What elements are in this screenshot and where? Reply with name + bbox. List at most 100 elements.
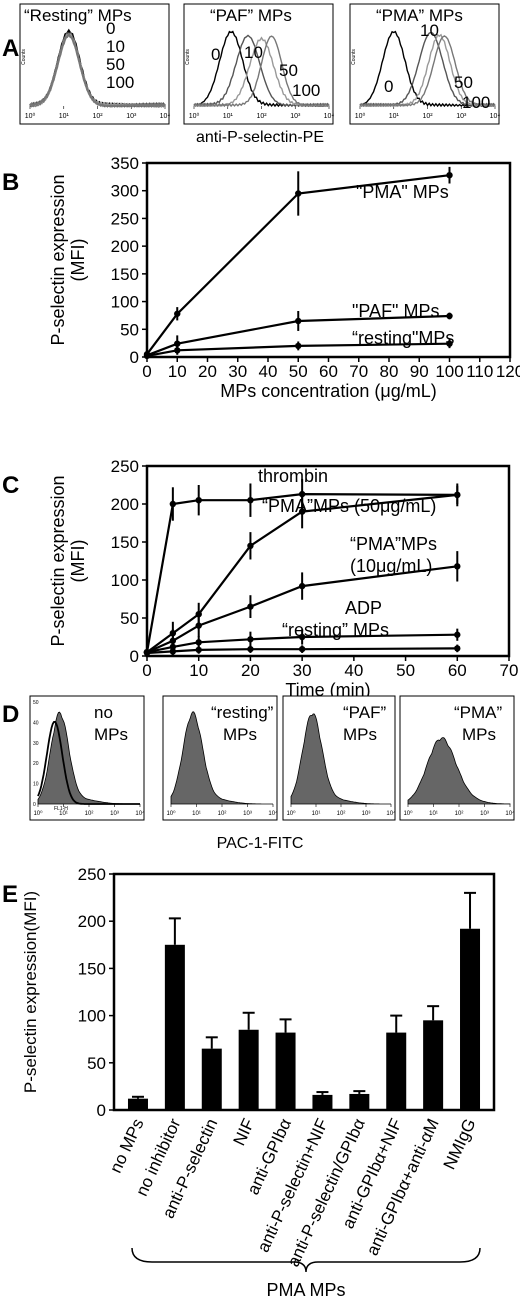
subpanel-title-d: “PMA” (454, 703, 503, 722)
data-point (298, 633, 306, 641)
x-tick-label-a: 10² (92, 113, 103, 120)
subpanel-title-a: “Resting” MPs (24, 6, 132, 25)
series-line (146, 314, 450, 357)
y-tick-label: 300 (111, 182, 139, 201)
category-label: no MPs (106, 1116, 148, 1176)
series-label-a: 50 (454, 73, 473, 92)
y-tick-label-e: 250 (78, 865, 106, 884)
series-line (146, 174, 450, 355)
histogram-a-curve-4 (193, 35, 330, 108)
x-tick-label: 40 (344, 661, 363, 680)
series-name-label: “resting” MPs (282, 620, 389, 640)
series-label-a: 0 (106, 19, 115, 38)
panel-label-d: D (2, 701, 19, 728)
bar (275, 1032, 296, 1110)
x-tick-label: 120 (496, 362, 520, 381)
data-point (195, 497, 202, 504)
series-2: “PMA”MPs (50μg/mL) (143, 483, 461, 656)
y-axis-title: P-selectin expression (48, 475, 68, 646)
x-tick-label-d: 10⁰ (286, 810, 296, 817)
series-name-label: "PMA" MPs (356, 182, 449, 202)
y-tick-label-e: 0 (97, 1101, 106, 1120)
category-label: NMIgG (440, 1116, 480, 1173)
x-tick-label: 0 (142, 661, 151, 680)
y-tick-label-d: 10 (33, 782, 39, 788)
data-point (143, 649, 151, 657)
x-tick-label-a: 10⁴ (160, 113, 171, 120)
data-point (247, 645, 254, 653)
data-point (247, 497, 254, 504)
y-tick-label: 100 (111, 293, 139, 312)
y-tick-label: 0 (130, 348, 139, 367)
y-axis-label-a: Counts (21, 49, 27, 65)
series-label-a: 100 (292, 81, 320, 100)
y-tick-label-d: 30 (33, 741, 39, 747)
series-label-a: 0 (384, 77, 393, 96)
x-tick-label-a: 10¹ (59, 113, 70, 120)
data-point (195, 622, 202, 629)
series-5: “resting” MPs (143, 620, 461, 657)
series-1: "PMA" MPs (143, 166, 453, 358)
x-axis-title-d: PAC-1-FITC (217, 835, 304, 852)
data-point (174, 340, 181, 347)
x-tick-label-d: 10⁴ (505, 810, 515, 817)
x-tick-label: 70 (500, 661, 519, 680)
panel-label-e: E (2, 881, 18, 908)
x-tick-label: 40 (259, 362, 278, 381)
x-tick-label: 60 (319, 362, 338, 381)
x-tick-label-d: 10² (337, 811, 346, 817)
series-label-a: 100 (106, 73, 134, 92)
y-tick-label: 50 (120, 609, 139, 628)
x-tick-label-d: 10³ (362, 811, 371, 817)
x-axis-title: Time (min) (285, 680, 370, 700)
y-axis-title: P-selectin expression (48, 174, 68, 345)
series-3: “PMA”MPs(10μg/mL) (143, 534, 461, 656)
data-point (295, 317, 302, 325)
x-tick-label: 80 (380, 362, 399, 381)
data-point (454, 491, 461, 499)
x-tick-label-d: 10¹ (192, 811, 201, 817)
y-tick-label-d: 20 (33, 761, 39, 767)
data-point (298, 508, 306, 515)
x-tick-label-d: 10⁴ (386, 810, 396, 817)
x-tick-label-a: 10³ (290, 113, 301, 120)
x-axis-title-a: anti-P-selectin-PE (196, 129, 324, 146)
y-axis-label-a: Counts (185, 49, 191, 65)
histogram-d-1: 10⁰ 10¹ 10² 10³ 10⁴ 0 10 20 30 40 50 FL1-H no MPs (29, 695, 145, 821)
x-axis-title: MPs concentration (μg/mL) (220, 381, 436, 401)
y-axis-title-e: P-selectin expression(MFI) (21, 891, 40, 1093)
data-point (247, 636, 254, 643)
x-tick-label: 20 (241, 661, 260, 680)
y-axis-label-a: Counts (351, 49, 357, 65)
data-point (174, 347, 181, 354)
y-tick-label-e: 200 (78, 912, 106, 931)
data-point (446, 312, 453, 320)
plot-frame-e (112, 872, 496, 1112)
bar (201, 1048, 222, 1110)
y-tick-label-e: 50 (87, 1054, 106, 1073)
series-name-label: “resting"MPs (352, 328, 454, 348)
series-2: "PAF" MPs (143, 301, 453, 359)
x-tick-label: 60 (448, 661, 467, 680)
subpanel-title-a: “PMA” MPs (376, 6, 463, 25)
histogram-d-4: 10⁰ 10¹ 10² 10³ 10⁴ “PMA” MPs (399, 695, 515, 821)
y-tick-label-e: 100 (78, 1007, 106, 1026)
x-tick-label: 30 (293, 661, 312, 680)
y-axis-unit: (MFI) (68, 540, 88, 583)
x-tick-label-d: 10¹ (59, 811, 68, 817)
x-tick-label-a: 10³ (456, 113, 467, 120)
y-tick-label-d: 0 (33, 802, 36, 808)
series-line (146, 342, 450, 357)
y-axis-unit: (MFI) (68, 239, 88, 282)
data-point (298, 645, 306, 653)
data-point (454, 645, 461, 652)
series-name-label: "PAF" MPs (352, 301, 439, 321)
line-chart-b: 0 50 100 150 200 250 300 350 0 10 20 30 40 50 60 70 80 90… (48, 154, 520, 401)
subpanel-title-d: MPs (343, 725, 377, 744)
y-tick-label: 200 (111, 495, 139, 514)
x-tick-label-a: 10⁰ (189, 112, 200, 120)
data-point (446, 340, 453, 347)
plot-frame (145, 161, 512, 359)
data-point (454, 563, 461, 570)
